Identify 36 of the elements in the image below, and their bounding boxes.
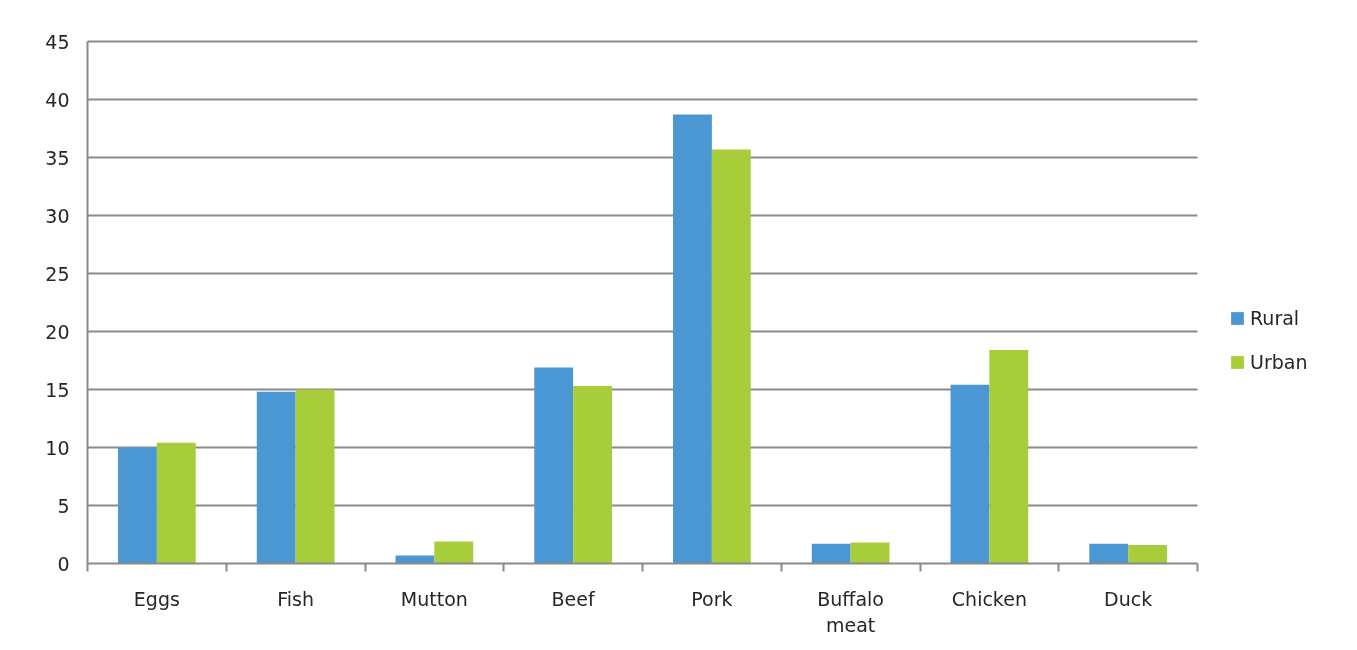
bar — [256, 391, 296, 564]
bar — [711, 149, 751, 564]
bar — [673, 114, 712, 564]
y-tick-label: 25 — [45, 262, 70, 285]
x-tick-label: Beef — [551, 587, 596, 610]
bar — [156, 442, 196, 564]
y-tick-label: 20 — [45, 320, 70, 343]
x-tick-label: Eggs — [133, 587, 180, 610]
bar — [1089, 543, 1129, 564]
bar — [573, 386, 612, 564]
x-tick-label: Buffalo meat — [817, 587, 884, 636]
x-tick-label: Mutton — [400, 587, 468, 610]
legend-label: Rural — [1250, 307, 1300, 329]
bar — [434, 541, 474, 564]
bar — [295, 389, 335, 564]
x-tick-label: Fish — [277, 587, 315, 610]
y-tick-label: 15 — [45, 378, 70, 401]
x-tick-label: Duck — [1104, 587, 1153, 610]
y-tick-label: 35 — [45, 146, 70, 169]
y-tick-label: 5 — [57, 494, 70, 517]
y-tick-label: 0 — [57, 552, 70, 575]
bar — [850, 542, 890, 564]
bar — [811, 543, 851, 564]
y-tick-label: 45 — [45, 30, 70, 53]
bar — [950, 384, 990, 564]
bar — [118, 447, 157, 564]
bar — [1128, 544, 1167, 564]
y-tick-label: 40 — [45, 88, 70, 111]
y-tick-label: 30 — [45, 204, 70, 227]
x-tick-label: Pork — [691, 587, 733, 610]
bar — [395, 555, 435, 564]
bar — [989, 350, 1029, 564]
legend-label: Urban — [1250, 351, 1308, 373]
x-tick-label: Chicken — [951, 587, 1027, 610]
y-tick-label: 10 — [45, 436, 70, 459]
bar — [534, 367, 574, 564]
